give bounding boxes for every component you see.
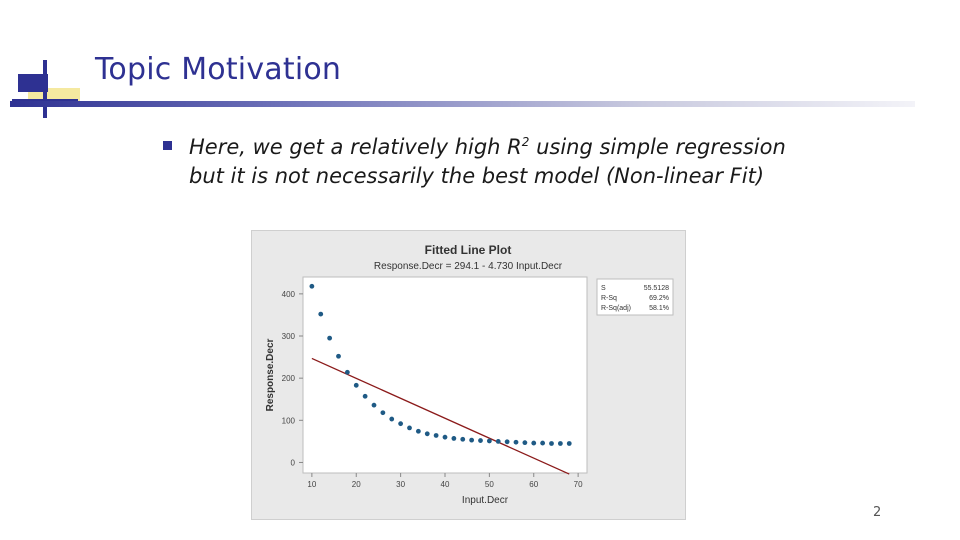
data-point	[504, 439, 510, 445]
data-point	[540, 440, 546, 446]
y-tick-label: 0	[291, 458, 296, 467]
x-tick-label: 10	[307, 480, 316, 489]
stats-label: R-Sq	[601, 295, 617, 302]
data-point	[407, 425, 412, 431]
logo-blue-block	[18, 74, 48, 92]
data-point	[451, 436, 457, 441]
data-point	[557, 441, 563, 446]
y-tick-label: 400	[282, 290, 296, 299]
data-point	[398, 421, 404, 427]
data-point	[415, 428, 421, 434]
chart-marks: 10 20 30 40 50 60 70 0 100 200 300 400	[282, 283, 583, 489]
stats-value: 58.1%	[649, 305, 669, 312]
y-axis-label: Response.Decr	[265, 338, 276, 411]
fitted-regression-line	[311, 357, 570, 475]
page-title: Topic Motivation	[95, 52, 342, 87]
data-point	[478, 438, 483, 443]
data-point	[371, 402, 377, 408]
title-divider	[10, 101, 915, 107]
x-tick-label: 50	[485, 480, 494, 489]
stats-box: S 55.5128 R-Sq 69.2% R-Sq(adj) 58.1%	[596, 278, 674, 316]
data-point	[522, 440, 528, 446]
bullet-text: Here, we get a relatively high R2 using …	[189, 133, 869, 191]
fitted-line-plot-chart: Fitted Line Plot Response.Decr = 294.1 -…	[251, 230, 686, 520]
data-point	[336, 353, 341, 359]
data-point	[327, 335, 333, 341]
bullet-text-pre: Here, we get a relatively high R	[189, 135, 522, 159]
chart-svg: Fitted Line Plot Response.Decr = 294.1 -…	[265, 243, 674, 506]
plot-area	[302, 276, 588, 474]
data-point	[309, 283, 315, 289]
stats-value: 55.5128	[644, 285, 669, 292]
data-point	[442, 434, 448, 440]
data-point	[433, 433, 439, 438]
x-axis-label: Input.Decr	[462, 495, 509, 506]
x-tick-label: 20	[352, 480, 361, 489]
stats-label: S	[601, 285, 606, 292]
data-point	[424, 431, 430, 437]
x-tick-label: 70	[574, 480, 583, 489]
bullet-text-line2: but it is not necessarily the best model…	[189, 164, 765, 188]
data-point	[380, 410, 386, 416]
page-number: 2	[873, 505, 882, 520]
data-point	[549, 441, 554, 446]
x-tick-label: 60	[529, 480, 538, 489]
bullet-superscript: 2	[521, 135, 530, 149]
data-point	[318, 311, 324, 317]
data-point	[531, 440, 537, 446]
data-point	[344, 369, 350, 375]
x-tick-label: 30	[396, 480, 405, 489]
chart-title: Fitted Line Plot	[425, 243, 512, 257]
y-tick-label: 200	[282, 374, 296, 383]
data-point	[353, 382, 359, 388]
data-point	[513, 439, 519, 445]
data-point	[469, 437, 475, 443]
bullet-text-post: using simple regression	[529, 135, 786, 159]
bullet-square-icon	[163, 141, 172, 150]
stats-label: R-Sq(adj)	[601, 305, 631, 312]
data-point	[486, 438, 492, 444]
data-point	[389, 416, 395, 422]
data-point	[460, 436, 466, 442]
logo-vertical-bar	[43, 60, 47, 118]
chart-subtitle: Response.Decr = 294.1 - 4.730 Input.Decr	[374, 261, 563, 272]
x-tick-label: 40	[441, 480, 450, 489]
data-point	[566, 441, 572, 446]
data-point	[362, 393, 368, 399]
stats-value: 69.2%	[649, 295, 669, 302]
y-tick-label: 300	[282, 332, 296, 341]
data-point	[495, 438, 501, 444]
y-tick-label: 100	[282, 416, 296, 425]
stats-box-frame	[596, 278, 674, 316]
